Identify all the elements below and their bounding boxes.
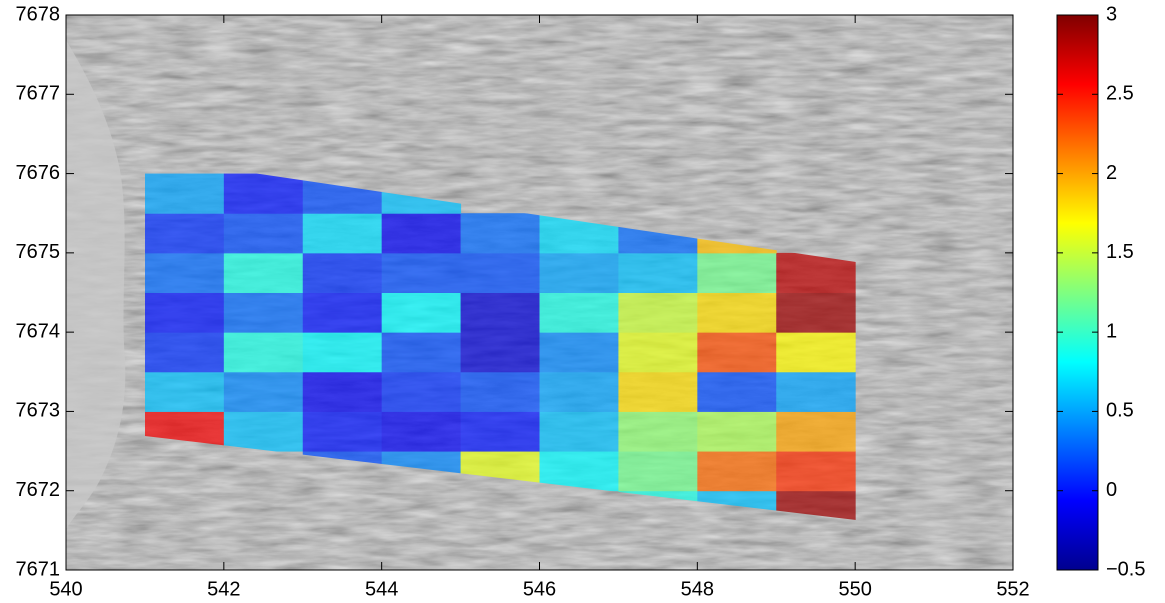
heatmap-cell — [697, 293, 776, 333]
heatmap-cell — [618, 411, 697, 451]
heatmap-cell — [303, 293, 382, 333]
x-tick-label: 550 — [838, 578, 871, 600]
heatmap-cell — [618, 451, 697, 491]
heatmap-cell — [540, 411, 619, 451]
heatmap-cell — [224, 174, 303, 214]
heatmap-cell — [776, 451, 855, 491]
heatmap-cell — [461, 411, 540, 451]
x-tick-label: 548 — [681, 578, 714, 600]
heatmap-cell — [224, 372, 303, 412]
x-tick-label: 546 — [523, 578, 556, 600]
chart: 540 542 544 546 548 550 552 7671 7672 7673 7674 767… — [0, 0, 1165, 603]
heatmap-cell — [776, 411, 855, 451]
heatmap-cell — [145, 332, 224, 372]
heatmap-cell — [697, 332, 776, 372]
heatmap-cell — [303, 213, 382, 253]
heatmap-cell — [382, 213, 461, 253]
x-tick-label: 540 — [49, 578, 82, 600]
colorbar-tick-label: 0 — [1106, 479, 1117, 501]
heatmap-cell — [145, 174, 224, 214]
heatmap-cell — [382, 332, 461, 372]
heatmap-cell — [145, 372, 224, 412]
heatmap-cell — [461, 372, 540, 412]
x-tick-label: 542 — [207, 578, 240, 600]
heatmap-cell — [540, 372, 619, 412]
heatmap-cell — [697, 451, 776, 491]
heatmap-cell — [145, 253, 224, 293]
colorbar-tick-label: −0.5 — [1106, 558, 1145, 580]
heatmap-cell — [224, 293, 303, 333]
colorbar-tick-label: 3 — [1106, 3, 1117, 25]
heatmap-cell — [540, 332, 619, 372]
x-tick-label: 552 — [996, 578, 1029, 600]
heatmap-cell — [776, 372, 855, 412]
heatmap-cell — [303, 411, 382, 451]
y-tick-label: 7674 — [16, 320, 61, 342]
heatmap-cell — [618, 293, 697, 333]
colorbar-tick-label: 1.5 — [1106, 241, 1134, 263]
y-tick-label: 7676 — [16, 162, 61, 184]
heatmap-cell — [382, 411, 461, 451]
heatmap-cell — [224, 332, 303, 372]
heatmap-cell — [382, 372, 461, 412]
heatmap-cell — [382, 253, 461, 293]
heatmap-cell — [224, 253, 303, 293]
heatmap-cell — [303, 253, 382, 293]
heatmap-cell — [461, 213, 540, 253]
colorbar-tick-label: 0.5 — [1106, 400, 1134, 422]
heatmap-cell — [540, 253, 619, 293]
heatmap-cell — [145, 213, 224, 253]
heatmap-cell — [540, 293, 619, 333]
heatmap-cell — [461, 253, 540, 293]
colorbar-tick-label: 2.5 — [1106, 83, 1134, 105]
heatmap-cell — [697, 253, 776, 293]
heatmap-cell — [618, 332, 697, 372]
heatmap-cell — [697, 411, 776, 451]
colorbar-tick-label: 2 — [1106, 162, 1117, 184]
y-tick-label: 7671 — [16, 558, 61, 580]
heatmap-cell — [776, 332, 855, 372]
colorbar — [1057, 15, 1098, 570]
y-tick-label: 7677 — [16, 83, 61, 105]
y-tick-label: 7678 — [16, 3, 61, 25]
colorbar-tick-label: 1 — [1106, 320, 1117, 342]
y-tick-label: 7672 — [16, 479, 61, 501]
heatmap-cell — [618, 372, 697, 412]
heatmap-cell — [224, 411, 303, 451]
x-tick-label: 544 — [365, 578, 398, 600]
heatmap-cell — [776, 293, 855, 333]
y-tick-label: 7673 — [16, 400, 61, 422]
heatmap-cell — [303, 332, 382, 372]
y-tick-label: 7675 — [16, 241, 61, 263]
heatmap-cell — [697, 372, 776, 412]
heatmap-cell — [461, 293, 540, 333]
heatmap-cell — [303, 372, 382, 412]
heatmap-cell — [382, 293, 461, 333]
heatmap-cell — [461, 332, 540, 372]
heatmap-cell — [145, 293, 224, 333]
heatmap-cell — [224, 213, 303, 253]
heatmap-cell — [618, 253, 697, 293]
